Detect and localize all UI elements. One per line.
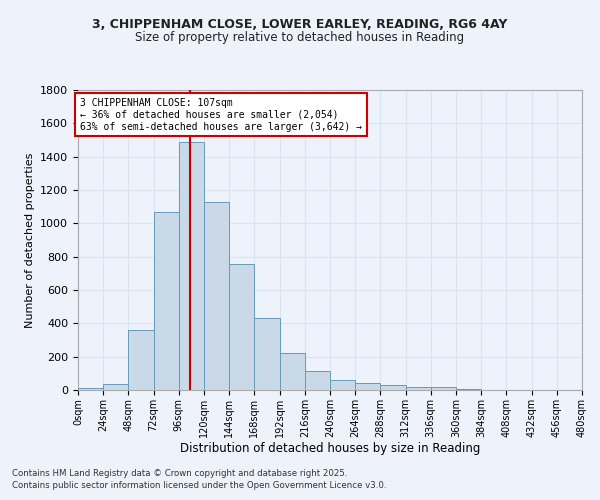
Bar xyxy=(380,386,406,390)
Bar xyxy=(280,352,305,390)
Text: 3, CHIPPENHAM CLOSE, LOWER EARLEY, READING, RG6 4AY: 3, CHIPPENHAM CLOSE, LOWER EARLEY, READI… xyxy=(92,18,508,30)
Bar xyxy=(456,389,481,390)
Text: 3 CHIPPENHAM CLOSE: 107sqm
← 36% of detached houses are smaller (2,054)
63% of s: 3 CHIPPENHAM CLOSE: 107sqm ← 36% of deta… xyxy=(80,98,362,132)
Text: Contains public sector information licensed under the Open Government Licence v3: Contains public sector information licen… xyxy=(12,481,386,490)
Bar xyxy=(179,142,204,390)
Bar xyxy=(254,318,280,390)
Bar xyxy=(229,264,254,390)
X-axis label: Distribution of detached houses by size in Reading: Distribution of detached houses by size … xyxy=(180,442,480,456)
Bar xyxy=(431,387,456,390)
Y-axis label: Number of detached properties: Number of detached properties xyxy=(25,152,35,328)
Bar xyxy=(330,380,355,390)
Bar xyxy=(204,202,229,390)
Bar xyxy=(154,212,179,390)
Bar xyxy=(103,384,128,390)
Bar xyxy=(305,371,330,390)
Bar xyxy=(128,330,154,390)
Bar xyxy=(355,382,380,390)
Bar xyxy=(78,388,103,390)
Text: Size of property relative to detached houses in Reading: Size of property relative to detached ho… xyxy=(136,31,464,44)
Bar xyxy=(406,386,431,390)
Text: Contains HM Land Registry data © Crown copyright and database right 2025.: Contains HM Land Registry data © Crown c… xyxy=(12,468,347,477)
